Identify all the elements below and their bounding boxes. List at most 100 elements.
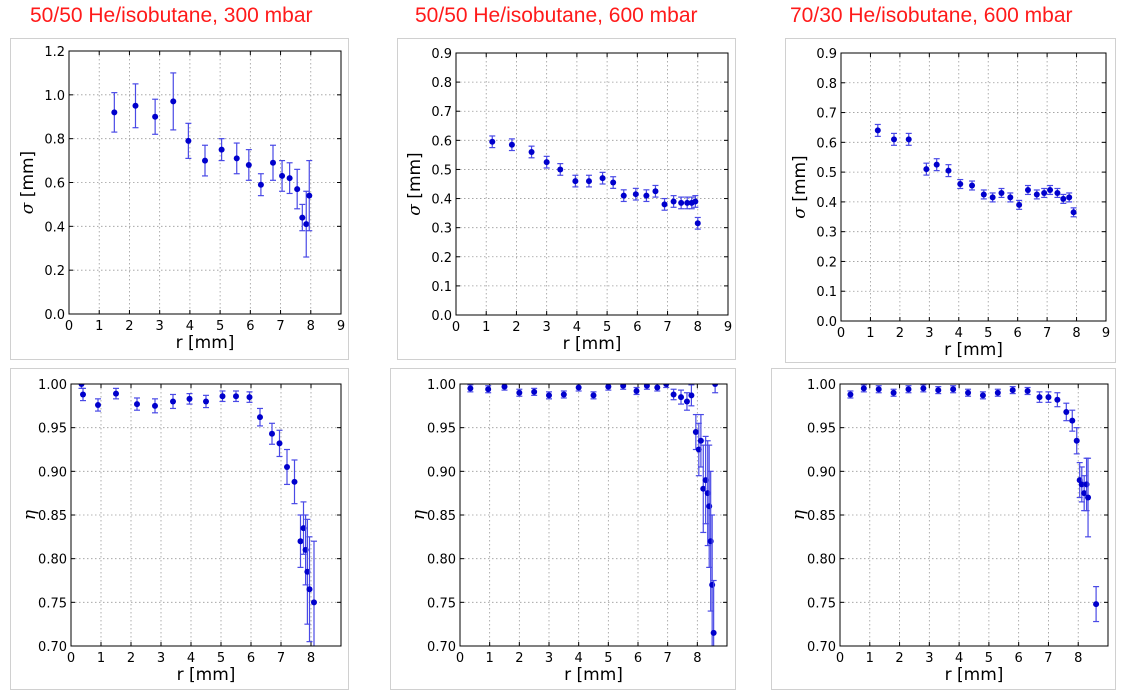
- data-point: [294, 186, 301, 193]
- x-tick-label: 6: [634, 651, 642, 666]
- x-tick-label: 6: [1014, 326, 1022, 341]
- axes-frame: [68, 50, 342, 315]
- x-tick-label: 2: [512, 320, 520, 335]
- data-point: [572, 178, 579, 185]
- data-point: [291, 478, 298, 485]
- data-point: [531, 388, 538, 395]
- data-point: [218, 146, 225, 153]
- y-axis-symbol: η: [20, 509, 40, 520]
- data-point: [1036, 394, 1043, 401]
- x-tick-label: 1: [97, 651, 105, 666]
- data-point: [311, 599, 317, 606]
- y-tick-label: 0.3: [816, 226, 837, 241]
- data-point: [202, 157, 208, 164]
- y-tick-label: 0.4: [816, 196, 837, 211]
- data-point: [546, 392, 552, 399]
- data-point: [847, 391, 854, 398]
- y-tick-label: 0.4: [431, 193, 452, 208]
- y-tick-label: 0.2: [431, 251, 452, 266]
- x-tick-label: 5: [985, 651, 993, 666]
- chart-sigma-300: 0 1 2 3 4 5 6 7 8 9 0.0 0.2 0.4 0.6 0.8 1.0 1.2 r [mm] σ […: [10, 38, 349, 360]
- x-tick-label: 0: [65, 319, 73, 334]
- x-tick-label: 0: [837, 326, 845, 341]
- y-axis-unit: [mm]: [18, 151, 38, 203]
- chart-eta-300: 0 1 2 3 4 5 6 7 8 0.70 0.75 0.80 0.85 0.90 0.95 1.00 r […: [10, 368, 349, 690]
- y-tick-label: 0.75: [807, 596, 836, 611]
- data-point: [1069, 417, 1076, 424]
- data-point: [620, 192, 627, 199]
- data-point: [610, 179, 617, 186]
- data-point: [957, 181, 964, 188]
- x-tick-label: 7: [277, 651, 285, 666]
- y-tick-label: 0.2: [44, 264, 65, 279]
- data-point: [923, 166, 930, 173]
- data-point: [706, 503, 713, 510]
- data-point: [891, 136, 897, 143]
- data-point: [875, 386, 882, 393]
- data-point: [575, 384, 582, 391]
- data-point: [1063, 408, 1070, 415]
- x-tick-label: 4: [186, 319, 194, 334]
- x-axis-label: r [mm]: [563, 334, 622, 354]
- data-point: [994, 389, 1001, 396]
- column-title-1: 50/50 He/isobutane, 300 mbar: [30, 4, 313, 27]
- y-tick-label: 0.90: [38, 465, 67, 480]
- data-point: [905, 136, 912, 143]
- y-tick-label: 0.2: [816, 255, 837, 270]
- chart-svg: 0 1 2 3 4 5 6 7 8 9 0.0 0.2 0.4 0.6 0.8 1.0 1.2 r [mm] σ […: [18, 45, 345, 353]
- y-tick-label: 0.70: [38, 640, 67, 655]
- data-point: [219, 393, 226, 400]
- chart-eta-600-7030: 0 1 2 3 4 5 6 7 8 0.70 0.75 0.80 0.85 0.90 0.95 1.00 r […: [771, 368, 1116, 690]
- column-title-3: 70/30 He/isobutane, 600 mbar: [790, 4, 1073, 27]
- data-point: [203, 398, 209, 405]
- x-tick-label: 2: [895, 651, 903, 666]
- x-tick-label: 1: [486, 651, 494, 666]
- x-tick-label: 2: [515, 651, 523, 666]
- y-tick-label: 0.95: [38, 422, 67, 437]
- data-point: [1041, 189, 1048, 196]
- data-point: [276, 440, 283, 447]
- x-axis-label: r [mm]: [944, 340, 1003, 360]
- y-tick-label: 0.0: [816, 315, 837, 330]
- data-point: [1016, 201, 1023, 208]
- y-tick-label: 0.4: [44, 220, 65, 235]
- data-point: [678, 199, 685, 206]
- chart-eta-600: 0 1 2 3 4 5 6 7 8 0.70 0.75 0.80 0.85 0.90 0.95 1.00 r […: [390, 368, 736, 690]
- x-tick-label: 2: [125, 319, 133, 334]
- data-point: [684, 199, 691, 206]
- x-tick-label: 0: [452, 320, 460, 335]
- x-tick-label: 6: [247, 651, 255, 666]
- data-point: [78, 384, 85, 387]
- x-tick-label: 4: [955, 326, 963, 341]
- data-point: [306, 586, 313, 593]
- data-series: [111, 72, 313, 258]
- data-point: [1033, 191, 1040, 198]
- data-point: [1070, 209, 1077, 216]
- data-point: [965, 389, 972, 396]
- data-point: [485, 386, 492, 393]
- x-axis-label: r [mm]: [177, 665, 236, 685]
- x-tick-label: 3: [156, 319, 164, 334]
- y-tick-label: 0.9: [431, 47, 452, 62]
- data-point: [874, 127, 881, 134]
- data-point: [284, 463, 290, 470]
- data-point: [270, 159, 276, 166]
- data-point: [170, 398, 176, 405]
- data-point: [700, 485, 707, 492]
- data-point: [1073, 437, 1080, 444]
- data-point: [654, 384, 661, 391]
- y-tick-label: 0.1: [816, 285, 837, 300]
- y-axis-symbol: σ: [18, 202, 38, 214]
- data-point: [1085, 494, 1092, 501]
- data-point: [299, 214, 306, 221]
- data-point: [1054, 396, 1061, 403]
- data-point: [950, 386, 957, 393]
- data-point: [663, 384, 670, 387]
- data-point: [661, 201, 668, 208]
- y-tick-label: 0.9: [816, 47, 837, 62]
- x-tick-label: 6: [1015, 651, 1023, 666]
- data-point: [688, 392, 695, 399]
- data-point: [643, 384, 650, 389]
- y-tick-label: 0.5: [431, 163, 452, 178]
- data-point: [1083, 481, 1090, 488]
